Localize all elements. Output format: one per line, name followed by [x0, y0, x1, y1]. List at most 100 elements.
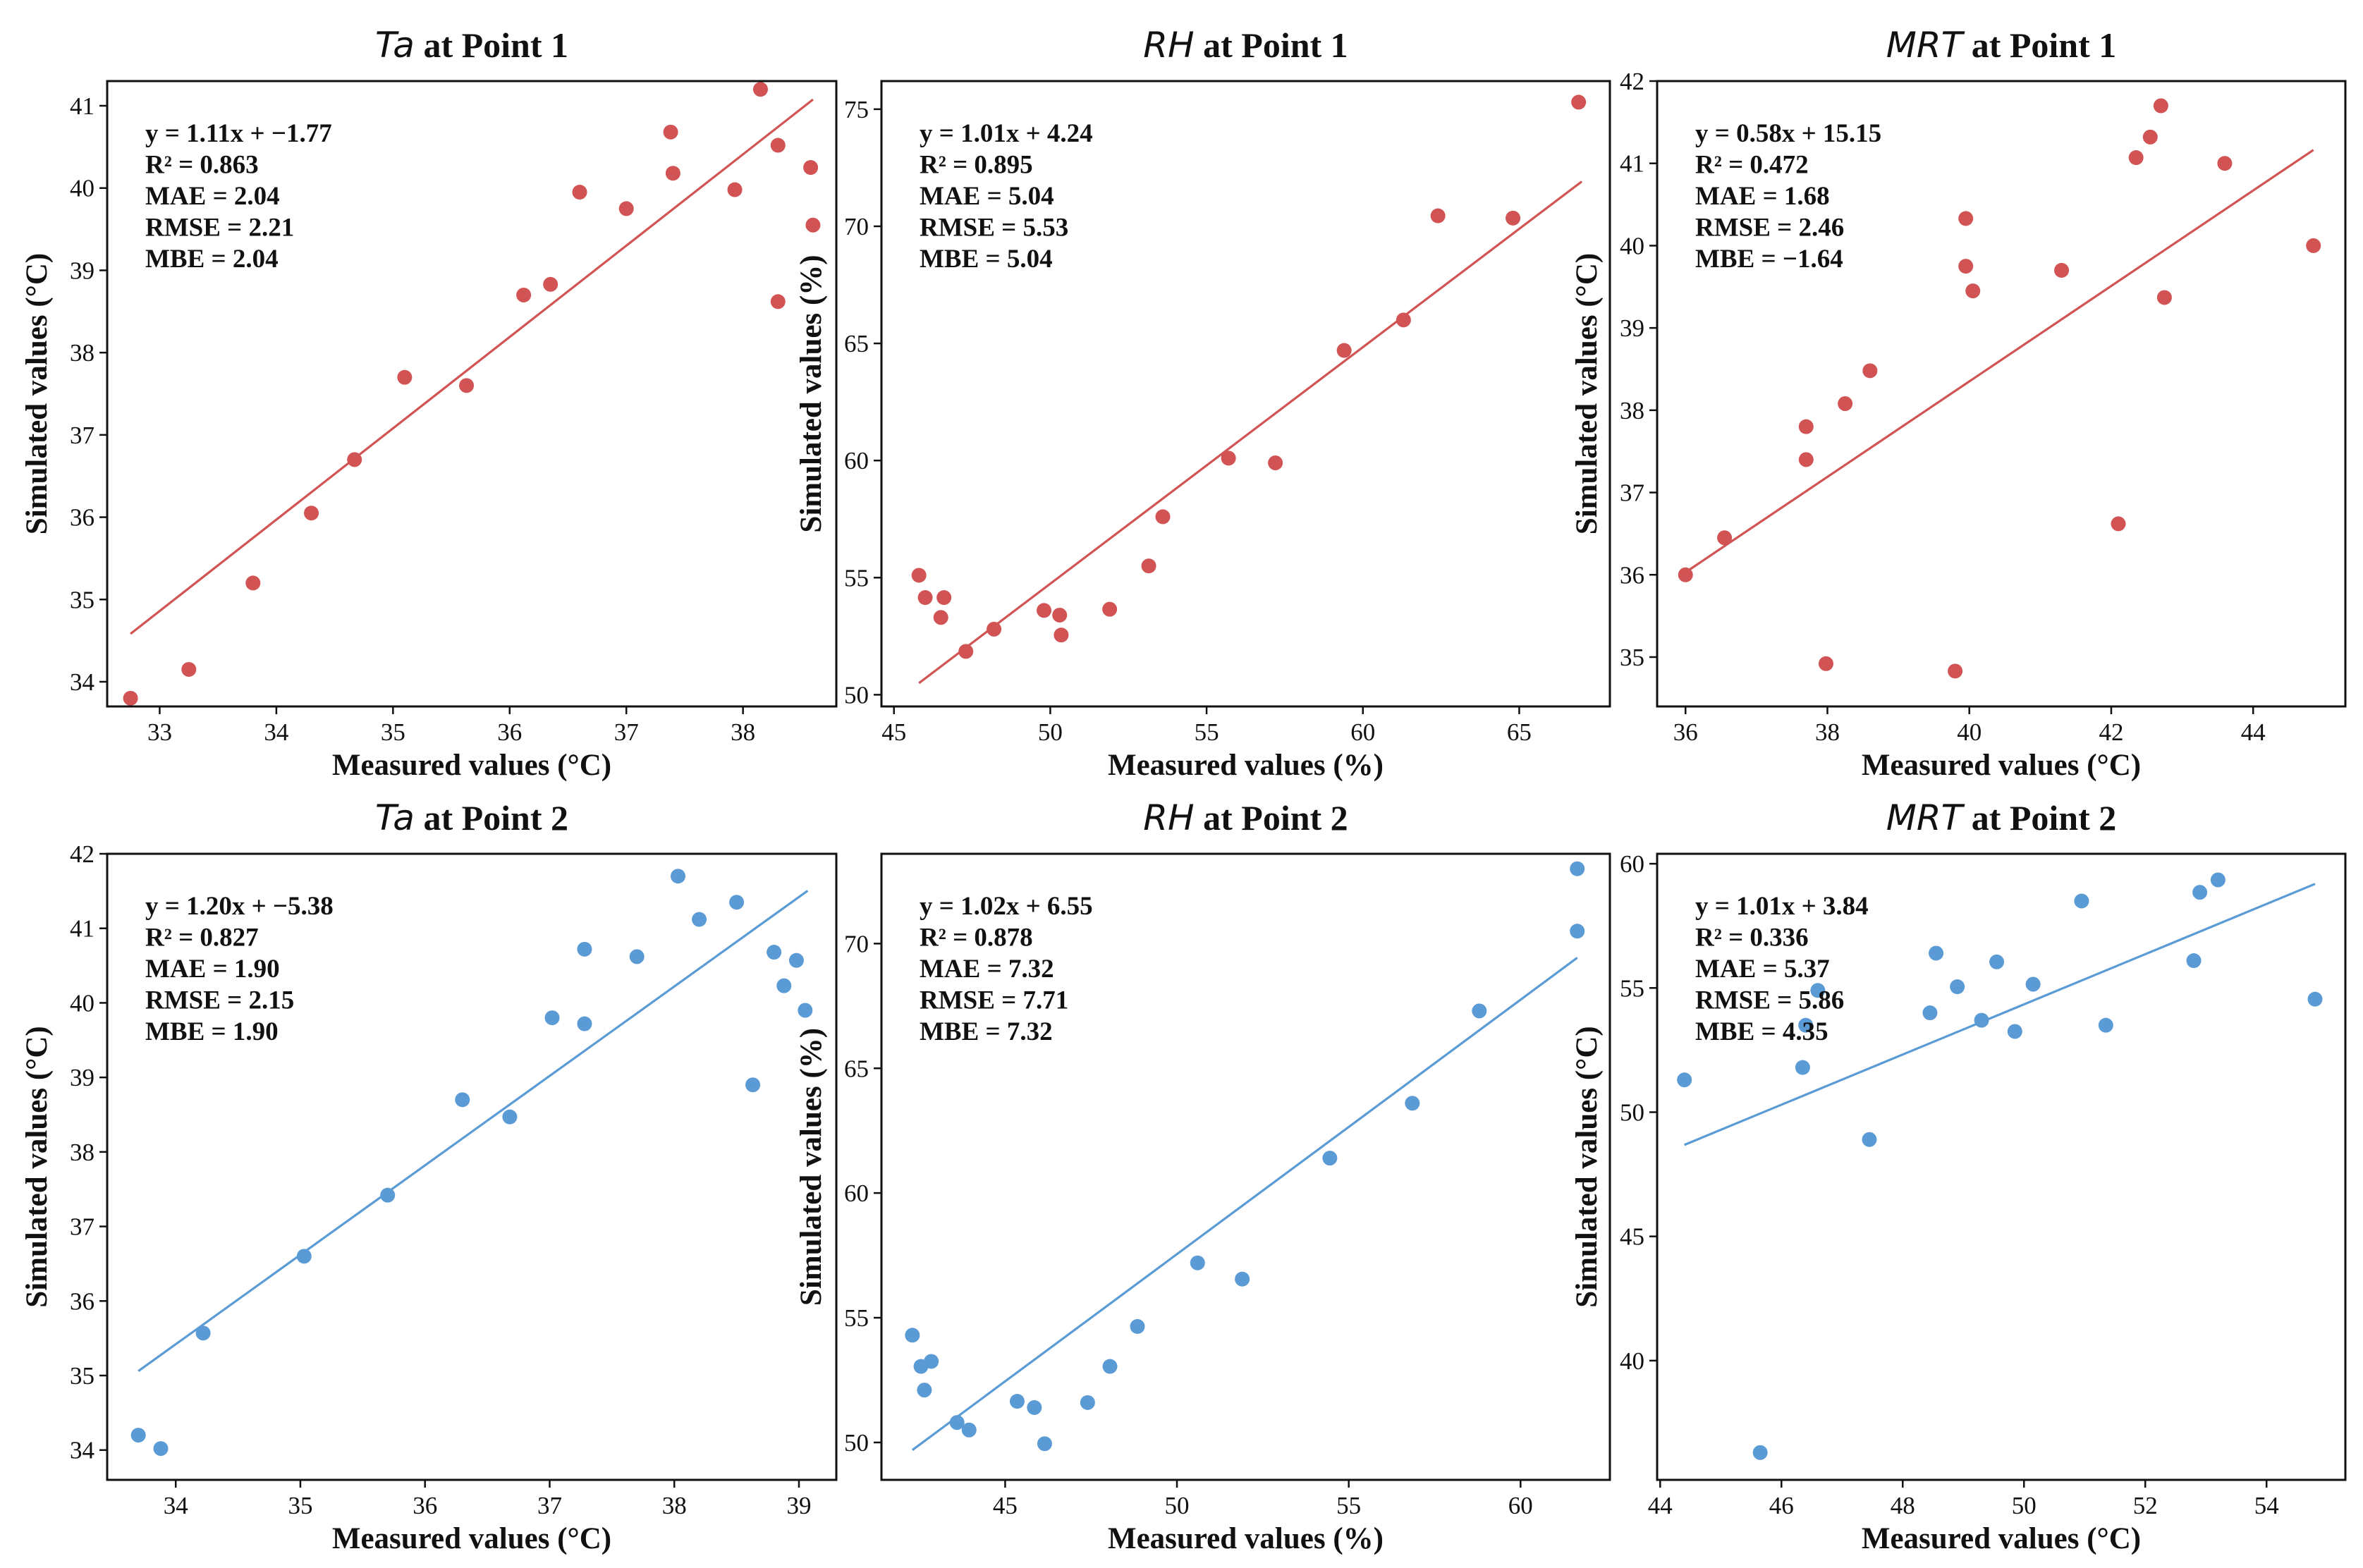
chart-5-title-location: at Point 2	[1195, 798, 1348, 838]
chart-2-point-3	[933, 610, 948, 625]
chart-5-title-variable: RH	[1143, 797, 1194, 838]
chart-6-stat-line-3: MAE = 5.37	[1695, 955, 1830, 984]
chart-4-point-12	[671, 869, 686, 884]
chart-5-point-16	[1405, 1096, 1420, 1111]
chart-5-point-9	[1037, 1436, 1052, 1452]
chart-5-plot-frame	[880, 852, 1611, 1481]
chart-2-x-tick-label: 65	[1507, 718, 1532, 746]
chart-1-point-15	[752, 82, 768, 97]
chart-4-point-9	[577, 941, 592, 957]
chart-4-point-10	[577, 1016, 592, 1031]
chart-2-stat-line-4: RMSE = 5.53	[920, 214, 1068, 243]
chart-5-point-3	[917, 1383, 932, 1398]
chart-5-point-12	[1130, 1318, 1145, 1334]
chart-3-stat-line-3: MAE = 1.68	[1695, 182, 1830, 211]
chart-1-y-tick-label: 37	[70, 422, 94, 449]
chart-5-point-14	[1235, 1271, 1250, 1287]
chart-5-point-8	[1027, 1399, 1042, 1415]
chart-4-point-5	[380, 1187, 396, 1203]
chart-3-y-tick-label: 39	[1620, 314, 1644, 342]
chart-6-stat-line-4: RMSE = 5.86	[1695, 986, 1844, 1015]
chart-3-point-19	[2306, 238, 2321, 253]
chart-6-point-19	[2307, 991, 2323, 1007]
chart-4-point-19	[798, 1003, 813, 1018]
chart-1-x-tick-label: 37	[614, 718, 639, 746]
chart-5-stat-line-4: RMSE = 7.71	[920, 986, 1068, 1015]
chart-5-x-axis-label: Measured values (%)	[1108, 1522, 1384, 1555]
chart-1-point-14	[727, 182, 743, 197]
chart-4-stat-line-3: MAE = 1.90	[145, 955, 280, 984]
chart-4-y-tick-label: 34	[70, 1437, 94, 1464]
chart-3-point-9	[1958, 211, 1974, 226]
chart-3-x-tick-label: 40	[1957, 718, 1982, 746]
chart-4-y-tick-label: 38	[70, 1139, 94, 1166]
chart-6-x-tick-label: 54	[2254, 1492, 2279, 1519]
chart-2-stat-line-2: R² = 0.895	[920, 151, 1033, 180]
chart-6-stat-line-5: MBE = 4.35	[1695, 1017, 1828, 1046]
chart-1-x-tick-label: 36	[497, 718, 522, 746]
chart-6-title: MRT at Point 2	[1886, 797, 2116, 838]
chart-5-point-15	[1322, 1151, 1338, 1166]
chart-1-stat-line-3: MAE = 2.04	[145, 182, 280, 211]
chart-1-y-tick-label: 40	[70, 175, 94, 202]
chart-3-stat-line-5: MBE = −1.64	[1695, 245, 1843, 274]
chart-5-point-10	[1080, 1395, 1095, 1410]
chart-1-x-axis-label: Measured values (°C)	[332, 749, 611, 782]
chart-4-y-tick-label: 41	[70, 915, 94, 943]
chart-3-point-10	[1958, 259, 1974, 274]
chart-5-stat-line-1: y = 1.02x + 6.55	[920, 892, 1093, 921]
chart-6-fit-line	[1684, 883, 2316, 1146]
chart-5: RH at Point 2 45 50 55 60 50 55 60 65 70 Measured …	[795, 797, 1611, 1555]
chart-6-point-6	[1862, 1132, 1877, 1147]
chart-2-x-tick-label: 55	[1195, 718, 1219, 746]
chart-3-point-15	[2142, 129, 2158, 145]
chart-1-y-tick-label: 39	[70, 257, 94, 284]
chart-2-point-13	[1221, 451, 1236, 466]
chart-5-point-18	[1570, 924, 1585, 939]
chart-4-title: Ta at Point 2	[375, 797, 568, 838]
chart-6-point-12	[2007, 1024, 2022, 1039]
chart-1-point-10	[572, 185, 587, 200]
chart-3-y-tick-label: 38	[1620, 397, 1644, 424]
chart-1-point-1	[123, 690, 138, 706]
chart-4-stat-line-2: R² = 0.827	[145, 924, 259, 953]
chart-3-y-tick-label: 37	[1620, 479, 1644, 507]
chart-3-point-16	[2153, 98, 2168, 114]
chart-3-point-4	[1798, 452, 1814, 467]
chart-3-title-location: at Point 1	[1962, 25, 2116, 65]
chart-5-y-tick-label: 70	[844, 930, 869, 957]
chart-1-point-5	[347, 452, 362, 467]
chart-2-y-tick-label: 55	[844, 564, 869, 592]
chart-2-point-16	[1396, 312, 1411, 328]
chart-4-y-tick-label: 35	[70, 1362, 94, 1390]
chart-1-y-tick-label: 34	[70, 668, 94, 696]
chart-4-y-tick-label: 42	[70, 840, 94, 868]
chart-5-x-tick-label: 60	[1508, 1492, 1533, 1519]
chart-3-fit-line	[1685, 149, 2314, 574]
chart-6-point-3	[1795, 1060, 1810, 1075]
chart-1-y-tick-label: 35	[70, 586, 94, 613]
chart-1-y-tick-label: 36	[70, 504, 94, 532]
chart-5-point-19	[1570, 861, 1585, 876]
chart-1-x-tick-label: 34	[264, 718, 288, 746]
chart-6-point-2	[1752, 1445, 1768, 1460]
chart-3-title: MRT at Point 1	[1886, 25, 2116, 66]
chart-4-point-7	[502, 1109, 518, 1125]
chart-4-point-17	[776, 978, 792, 993]
chart-5-point-1	[905, 1328, 920, 1343]
chart-3-y-tick-label: 41	[1620, 150, 1644, 178]
chart-1-title: Ta at Point 1	[375, 25, 568, 66]
chart-4-stat-line-5: MBE = 1.90	[145, 1017, 279, 1046]
chart-5-point-5	[949, 1415, 965, 1431]
chart-1-stat-line-4: RMSE = 2.21	[145, 214, 294, 243]
chart-4-point-4	[296, 1249, 312, 1264]
chart-5-y-tick-label: 55	[844, 1304, 869, 1332]
chart-1-title-location: at Point 1	[415, 25, 568, 65]
chart-6-point-5	[1810, 983, 1826, 998]
chart-5-title: RH at Point 2	[1143, 797, 1348, 838]
chart-4-y-tick-label: 40	[70, 989, 94, 1017]
chart-4-x-axis-label: Measured values (°C)	[332, 1522, 611, 1555]
chart-4-stat-line-4: RMSE = 2.15	[145, 986, 294, 1015]
chart-5-point-4	[924, 1354, 939, 1369]
